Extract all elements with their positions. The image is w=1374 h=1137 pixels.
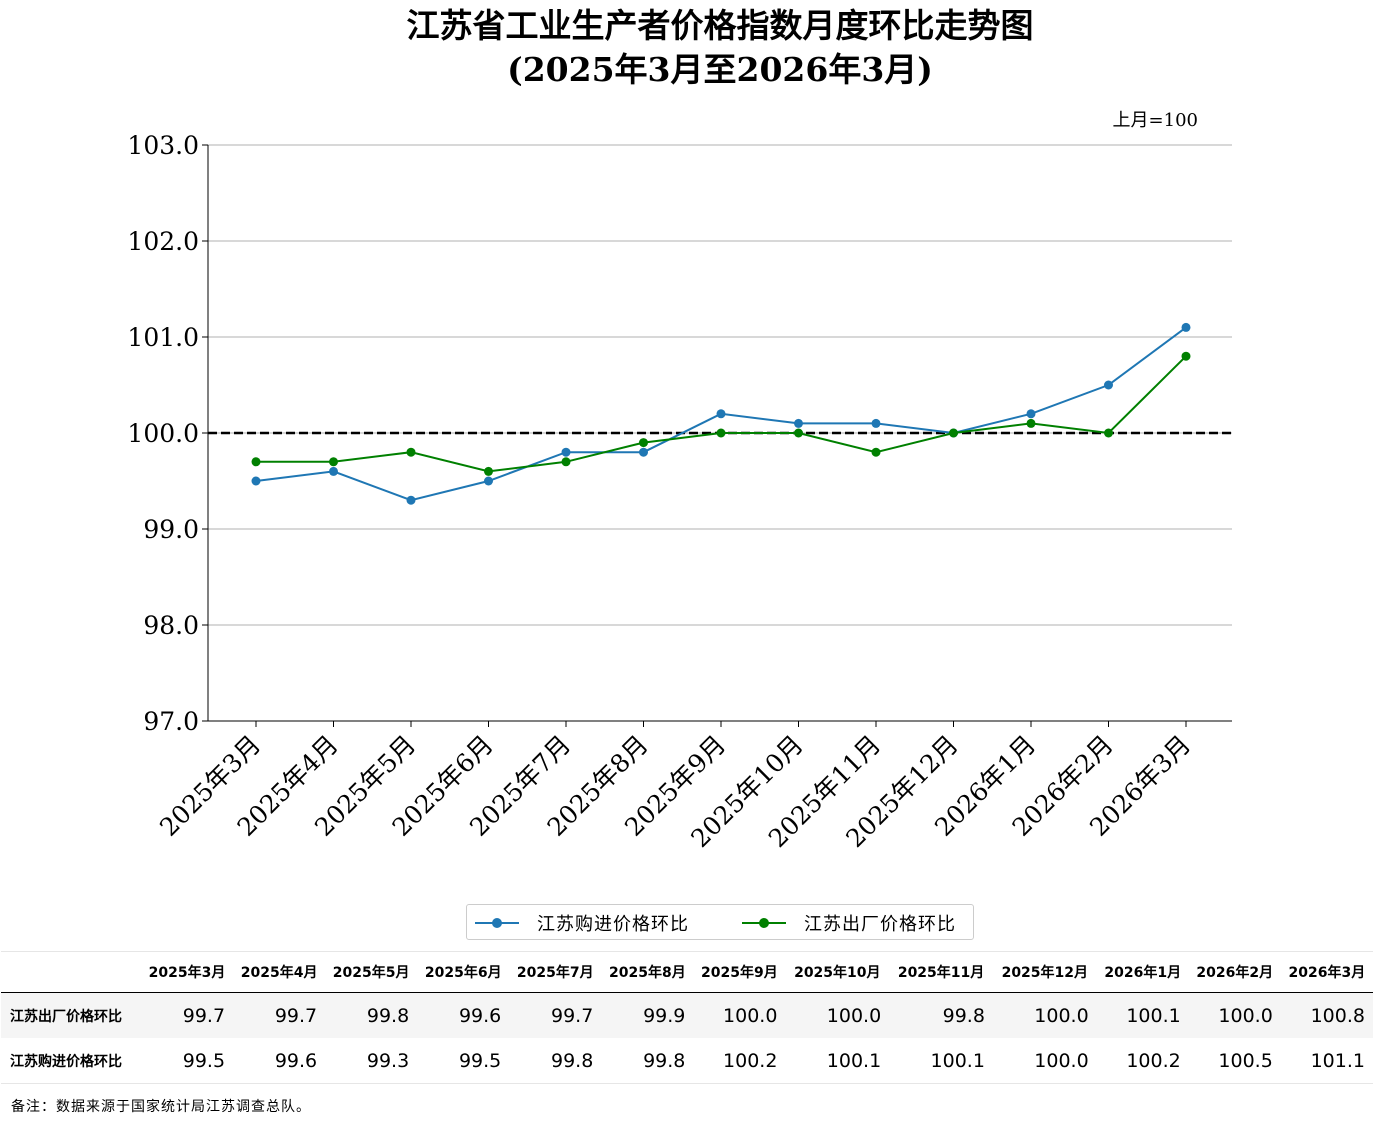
table-cell: 99.8 (889, 992, 993, 1038)
table-corner-cell (1, 951, 141, 993)
data-point-series-0 (484, 476, 493, 486)
table-row-factory: 江苏出厂价格环比 99.7 99.7 99.8 99.6 99.7 99.9 1… (1, 992, 1373, 1038)
table-row-purchase: 江苏购进价格环比 99.5 99.6 99.3 99.5 99.8 99.8 1… (1, 1038, 1373, 1084)
data-point-series-1 (1026, 418, 1036, 428)
legend-label-factory: 江苏出厂价格环比 (804, 914, 956, 935)
table-header: 2025年6月 (417, 951, 510, 993)
data-point-series-1 (949, 428, 958, 438)
y-tick-label: 100.0 (127, 419, 199, 448)
table-header: 2025年8月 (601, 951, 694, 993)
row-label: 江苏购进价格环比 (1, 1038, 141, 1084)
legend-item-factory: 江苏出厂价格环比 (742, 905, 956, 941)
legend-item-purchase: 江苏购进价格环比 (475, 905, 689, 941)
data-point-series-0 (794, 418, 803, 428)
chart-legend: 江苏购进价格环比 江苏出厂价格环比 (466, 904, 974, 940)
axes: 97.098.099.0100.0101.0102.0103.02025年3月2… (127, 131, 1232, 853)
table-cell: 99.7 (141, 992, 234, 1038)
y-tick-label: 97.0 (143, 707, 199, 736)
data-point-series-1 (639, 438, 648, 448)
data-point-series-1 (794, 428, 803, 438)
data-point-series-1 (1104, 428, 1113, 438)
table-cell: 99.5 (417, 1038, 510, 1084)
table-cell: 100.0 (693, 992, 786, 1038)
series (208, 322, 1232, 505)
table-cell: 101.1 (1280, 1038, 1373, 1084)
table-cell: 100.5 (1188, 1038, 1281, 1084)
table-header: 2025年9月 (693, 951, 786, 993)
table-header: 2026年3月 (1280, 951, 1373, 993)
data-point-series-1 (251, 457, 261, 467)
table-header-row: 2025年3月 2025年4月 2025年5月 2025年6月 2025年7月 … (1, 951, 1373, 993)
data-point-series-1 (406, 447, 416, 457)
table-cell: 100.8 (1280, 992, 1373, 1038)
table-cell: 100.2 (1096, 1038, 1189, 1084)
table-cell: 100.2 (693, 1038, 786, 1084)
table-cell: 99.5 (141, 1038, 234, 1084)
y-tick-label: 101.0 (127, 323, 199, 352)
data-point-series-0 (406, 495, 416, 505)
table-cell: 100.1 (785, 1038, 890, 1084)
table-cell: 99.7 (233, 992, 326, 1038)
table-cell: 99.7 (509, 992, 602, 1038)
chart-title: 江苏省工业生产者价格指数月度环比走势图 (406, 6, 1034, 45)
table-header: 2025年3月 (141, 951, 234, 993)
table-cell: 100.0 (992, 1038, 1097, 1084)
y-tick-label: 99.0 (143, 515, 199, 544)
table-cell: 99.8 (601, 1038, 694, 1084)
table-header: 2025年4月 (233, 951, 326, 993)
table-header: 2025年5月 (325, 951, 418, 993)
table-cell: 99.8 (509, 1038, 602, 1084)
table-cell: 99.3 (325, 1038, 418, 1084)
table-header: 2026年1月 (1096, 951, 1189, 993)
chart-subtitle: (2025年3月至2026年3月) (507, 50, 933, 89)
table-cell: 100.0 (785, 992, 890, 1038)
data-point-series-0 (1181, 322, 1191, 332)
table-header: 2025年10月 (785, 951, 890, 993)
data-point-series-1 (561, 457, 571, 467)
y-tick-label: 102.0 (127, 227, 199, 256)
data-point-series-0 (639, 447, 648, 457)
table-cell: 100.0 (992, 992, 1097, 1038)
legend-line-blue-icon (475, 918, 519, 928)
data-table: 2025年3月 2025年4月 2025年5月 2025年6月 2025年7月 … (1, 951, 1373, 1084)
data-point-series-1 (329, 457, 338, 467)
line-chart: 97.098.099.0100.0101.0102.0103.02025年3月2… (127, 110, 1232, 853)
row-label: 江苏出厂价格环比 (1, 992, 141, 1038)
data-point-series-0 (561, 447, 571, 457)
table-cell: 99.6 (417, 992, 510, 1038)
table-cell: 100.1 (889, 1038, 993, 1084)
table-cell: 100.0 (1188, 992, 1281, 1038)
footnote: 备注：数据来源于国家统计局江苏调查总队。 (11, 1099, 311, 1115)
data-point-series-0 (716, 409, 726, 419)
table-header: 2025年7月 (509, 951, 602, 993)
data-point-series-1 (716, 428, 726, 438)
table-cell: 99.6 (233, 1038, 326, 1084)
data-point-series-0 (329, 466, 338, 476)
data-point-series-0 (1026, 409, 1036, 419)
data-point-series-0 (871, 418, 881, 428)
table-cell: 100.1 (1096, 992, 1189, 1038)
table-header: 2025年12月 (992, 951, 1097, 993)
data-point-series-0 (251, 476, 261, 486)
y-tick-label: 103.0 (127, 131, 199, 160)
legend-line-green-icon (742, 918, 786, 928)
data-point-series-1 (484, 466, 493, 476)
table-header: 2025年11月 (889, 951, 993, 993)
data-point-series-1 (1181, 351, 1191, 361)
data-point-series-1 (871, 447, 881, 457)
table-header: 2026年2月 (1188, 951, 1281, 993)
table-cell: 99.8 (325, 992, 418, 1038)
unit-note: 上月=100 (1113, 110, 1198, 131)
table-cell: 99.9 (601, 992, 694, 1038)
y-tick-label: 98.0 (143, 611, 199, 640)
legend-label-purchase: 江苏购进价格环比 (537, 914, 689, 935)
data-point-series-0 (1104, 380, 1113, 390)
